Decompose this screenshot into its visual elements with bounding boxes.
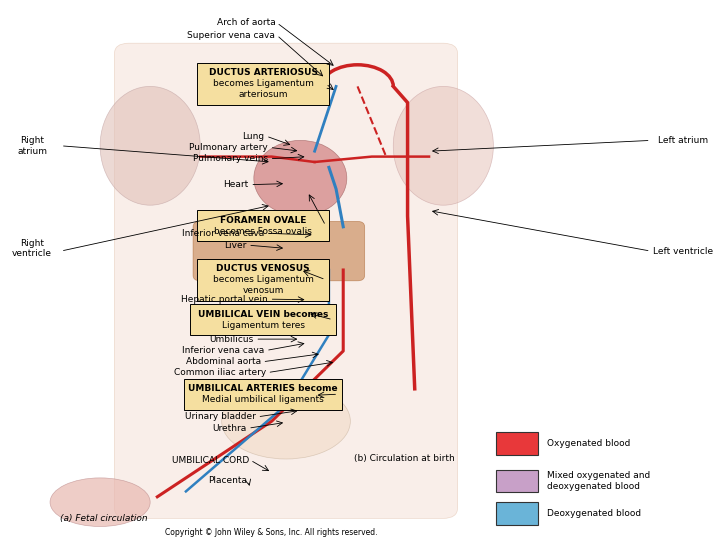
Text: becomes Ligamentum: becomes Ligamentum [212,275,314,284]
Text: Copyright © John Wiley & Sons, Inc. All rights reserved.: Copyright © John Wiley & Sons, Inc. All … [166,528,378,537]
FancyBboxPatch shape [197,210,329,241]
Text: UMBILICAL VEIN becomes: UMBILICAL VEIN becomes [198,309,328,319]
Text: (b) Circulation at birth: (b) Circulation at birth [354,454,454,463]
Text: Common iliac artery: Common iliac artery [174,368,266,377]
Text: Urinary bladder: Urinary bladder [185,413,256,421]
Text: Left atrium: Left atrium [658,136,708,145]
Text: Mixed oxygenated and
deoxygenated blood: Mixed oxygenated and deoxygenated blood [547,471,650,491]
Text: Superior vena cava: Superior vena cava [187,31,275,39]
Text: becomes Ligamentum: becomes Ligamentum [212,79,314,88]
Text: Right
atrium: Right atrium [17,136,48,156]
Text: Umbilicus: Umbilicus [210,335,254,343]
Text: (a) Fetal circulation: (a) Fetal circulation [60,514,148,523]
Text: UMBILICAL CORD: UMBILICAL CORD [171,456,249,464]
Text: Right
ventricle: Right ventricle [12,239,52,258]
Text: Ligamentum teres: Ligamentum teres [222,321,305,330]
Text: Medial umbilical ligaments: Medial umbilical ligaments [202,395,324,404]
Text: venosum: venosum [243,286,284,295]
Text: Placenta: Placenta [207,476,247,485]
Text: Lung: Lung [243,132,264,140]
Text: UMBILICAL ARTERIES become: UMBILICAL ARTERIES become [189,384,338,393]
Ellipse shape [50,478,150,526]
Text: Inferior vena cava: Inferior vena cava [182,229,264,238]
FancyBboxPatch shape [184,379,342,410]
FancyBboxPatch shape [495,432,538,455]
FancyBboxPatch shape [197,259,329,301]
Ellipse shape [222,383,351,459]
Text: Left ventricle: Left ventricle [653,247,713,255]
FancyBboxPatch shape [190,304,336,335]
Ellipse shape [254,140,347,216]
Text: Inferior vena cava: Inferior vena cava [182,346,264,355]
Text: Pulmonary veins: Pulmonary veins [193,154,268,163]
FancyBboxPatch shape [495,470,538,492]
Text: Liver: Liver [225,241,247,249]
Text: Oxygenated blood: Oxygenated blood [547,439,631,448]
FancyBboxPatch shape [193,221,364,281]
Text: Arch of aorta: Arch of aorta [217,18,275,27]
Ellipse shape [393,86,493,205]
Text: Deoxygenated blood: Deoxygenated blood [547,509,641,518]
FancyBboxPatch shape [495,502,538,525]
FancyBboxPatch shape [197,63,329,105]
Text: Urethra: Urethra [212,424,247,433]
Text: becomes Fossa ovalis: becomes Fossa ovalis [214,227,312,236]
FancyBboxPatch shape [114,43,458,518]
Text: FORAMEN OVALE: FORAMEN OVALE [220,215,306,225]
Text: DUCTUS VENOSUS: DUCTUS VENOSUS [216,264,310,273]
Text: Abdominal aorta: Abdominal aorta [186,357,261,366]
Text: Heart: Heart [224,180,249,189]
Text: Hepatic portal vein: Hepatic portal vein [181,295,268,303]
Text: Pulmonary artery: Pulmonary artery [189,143,268,152]
Text: arteriosum: arteriosum [238,90,288,99]
Ellipse shape [100,86,200,205]
Text: DUCTUS ARTERIOSUS: DUCTUS ARTERIOSUS [209,68,318,77]
